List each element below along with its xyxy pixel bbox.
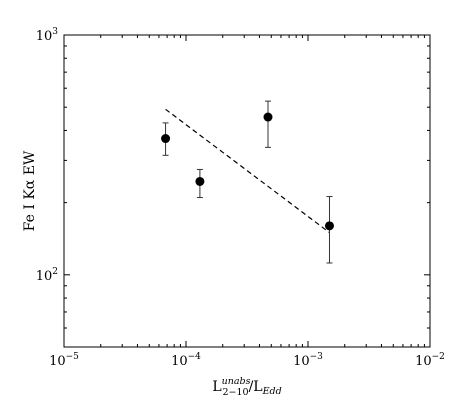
data-point <box>195 176 205 186</box>
fit-line <box>165 108 330 234</box>
x-tick-label: 10−2 <box>415 352 445 369</box>
y-tick-labels: 102 103 <box>36 27 59 284</box>
data-point <box>263 112 273 122</box>
axis-ticks <box>63 34 430 348</box>
x-axis-label: Lunabs 2−10/LEdd <box>212 376 281 398</box>
x-tick-label: 10−4 <box>171 352 201 369</box>
x-tick-labels: 10−5 10−4 10−3 10−2 <box>49 352 445 369</box>
plot-frame <box>63 34 431 348</box>
y-axis-label: Fe I Kα EW <box>22 150 38 231</box>
data-point <box>161 134 171 144</box>
y-tick-label: 103 <box>36 27 59 44</box>
y-tick-label: 102 <box>36 267 58 284</box>
x-tick-label: 10−5 <box>49 352 79 369</box>
fit-line-group <box>165 108 330 234</box>
data-points <box>161 100 334 264</box>
data-point <box>324 221 334 231</box>
x-tick-label: 10−3 <box>293 352 323 369</box>
